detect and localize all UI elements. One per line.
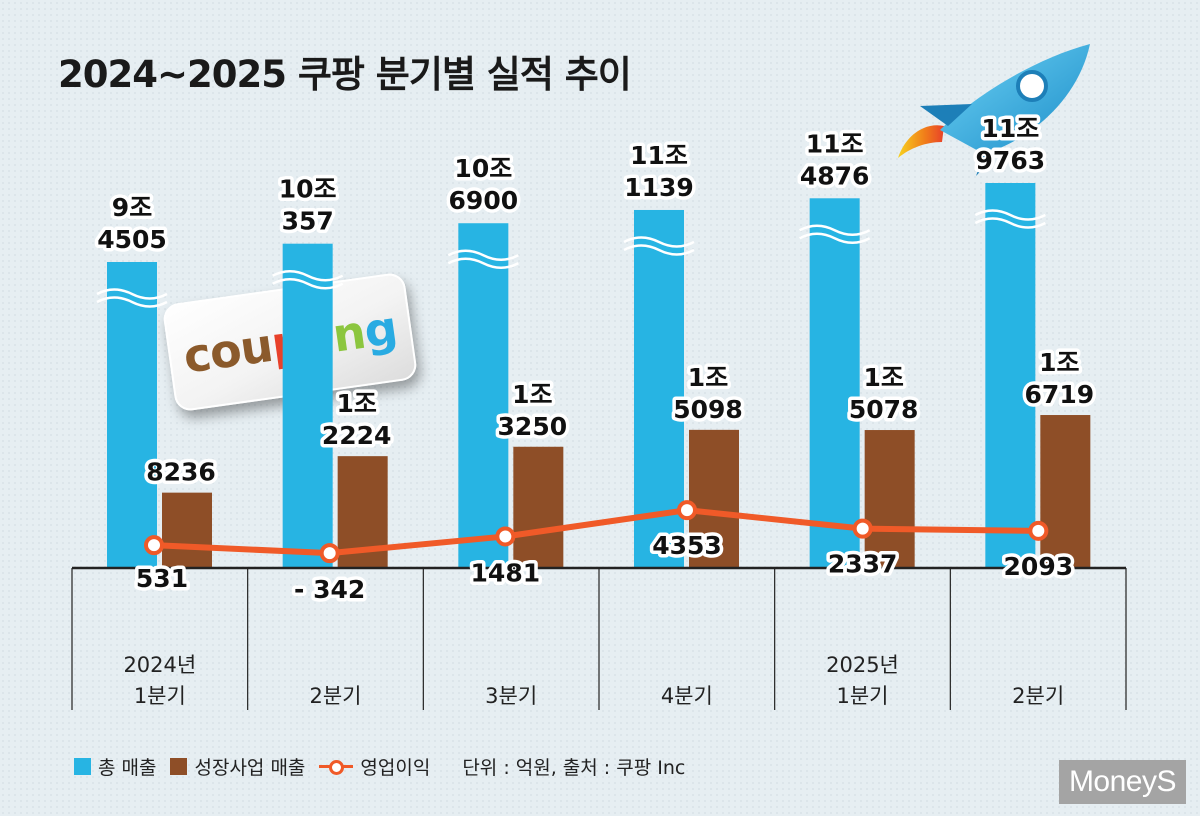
total-revenue-label: 357 [282,207,334,236]
operating-profit-point [852,518,873,539]
growth-revenue-label: 2224 [322,421,392,450]
total-revenue-label: 10조 [454,154,512,183]
growth-revenue-bar [513,446,564,568]
operating-profit-point [677,500,697,521]
operating-profit-point [319,543,340,564]
category-label: 2분기 [309,684,361,708]
total-revenue-bar [458,223,509,569]
unit-source-note: 단위 : 억원, 출처 : 쿠팡 Inc [462,757,686,779]
growth-revenue-bar [162,492,212,568]
axis-break-mark [447,249,519,269]
operating-profit-point [144,535,164,556]
total-revenue-label: 4505 [97,225,167,254]
category-label: 4분기 [661,684,713,708]
growth-revenue-label: 1조 [336,389,376,418]
total-revenue-label: 11조 [981,114,1039,143]
total-revenue-label: 9조 [112,193,152,222]
total-revenue-label: 11조 [806,129,864,158]
growth-revenue-bar [1040,415,1091,568]
legend-label-profit: 영업이익 [360,757,431,779]
growth-revenue-label: 5078 [849,395,919,424]
category-label: 1분기 [134,684,186,708]
legend-swatch-profit [319,758,354,775]
operating-profit-point [495,526,516,547]
growth-revenue-bar [864,430,915,568]
legend-label-total: 총 매출 [98,757,157,779]
axis-break-mark [974,209,1046,229]
total-revenue-bar [985,183,1036,568]
total-revenue-bar [282,243,333,568]
total-revenue-bar [809,198,860,569]
operating-profit-point [1028,520,1049,541]
total-revenue-bar [107,262,157,568]
total-revenue-label: 6900 [449,186,519,215]
total-revenue-label: 11조 [630,141,688,170]
growth-revenue-label: 1조 [1039,348,1079,377]
legend-profit-dot [329,760,345,775]
growth-revenue-label: 3250 [498,412,568,441]
category-label: 1분기 [836,684,888,708]
legend-item-profit: 영업이익 [319,753,430,780]
operating-profit-label: 2093 [1004,552,1074,581]
legend-swatch-growth [170,758,188,775]
total-revenue-label: 4876 [800,161,870,190]
legend-item-growth: 성장사업 매출 [170,753,305,780]
legend: 총 매출 성장사업 매출 영업이익 단위 : 억원, 출처 : 쿠팡 Inc [74,753,685,780]
axis-break-mark [799,224,871,245]
legend-swatch-total [74,758,91,775]
category-label: 3분기 [485,684,537,708]
total-revenue-bar [634,209,684,568]
legend-label-growth: 성장사업 매출 [194,757,306,779]
growth-revenue-label: 8236 [146,458,216,487]
total-revenue-label: 10조 [279,175,337,204]
category-label: 2024년 [123,653,196,677]
growth-revenue-bar [689,429,739,568]
growth-revenue-label: 1조 [863,363,903,392]
total-revenue-label: 9763 [976,146,1046,175]
category-label: 2025년 [826,653,899,677]
operating-profit-label: 531 [136,564,188,593]
operating-profit-label: - 342 [294,575,365,604]
axis-break-mark [623,236,695,256]
operating-profit-line [151,507,1042,557]
moneys-watermark: MoneyS [1058,760,1186,804]
total-revenue-label: 1139 [624,173,694,202]
axis-break-mark [272,269,344,290]
operating-profit-label: 1481 [471,558,541,587]
axis-break-mark [96,288,168,308]
growth-revenue-label: 6719 [1025,380,1095,409]
operating-profit-label: 4353 [652,531,722,560]
category-label: 2분기 [1012,684,1064,708]
growth-revenue-label: 1조 [688,363,728,392]
growth-revenue-label: 5098 [673,395,743,424]
operating-profit-label: 2337 [828,550,898,579]
growth-revenue-label: 1조 [512,380,552,409]
chart-title: 2024~2025 쿠팡 분기별 실적 추이 [58,53,632,96]
rocket-icon [898,44,1090,176]
legend-item-total: 총 매출 [74,753,156,780]
